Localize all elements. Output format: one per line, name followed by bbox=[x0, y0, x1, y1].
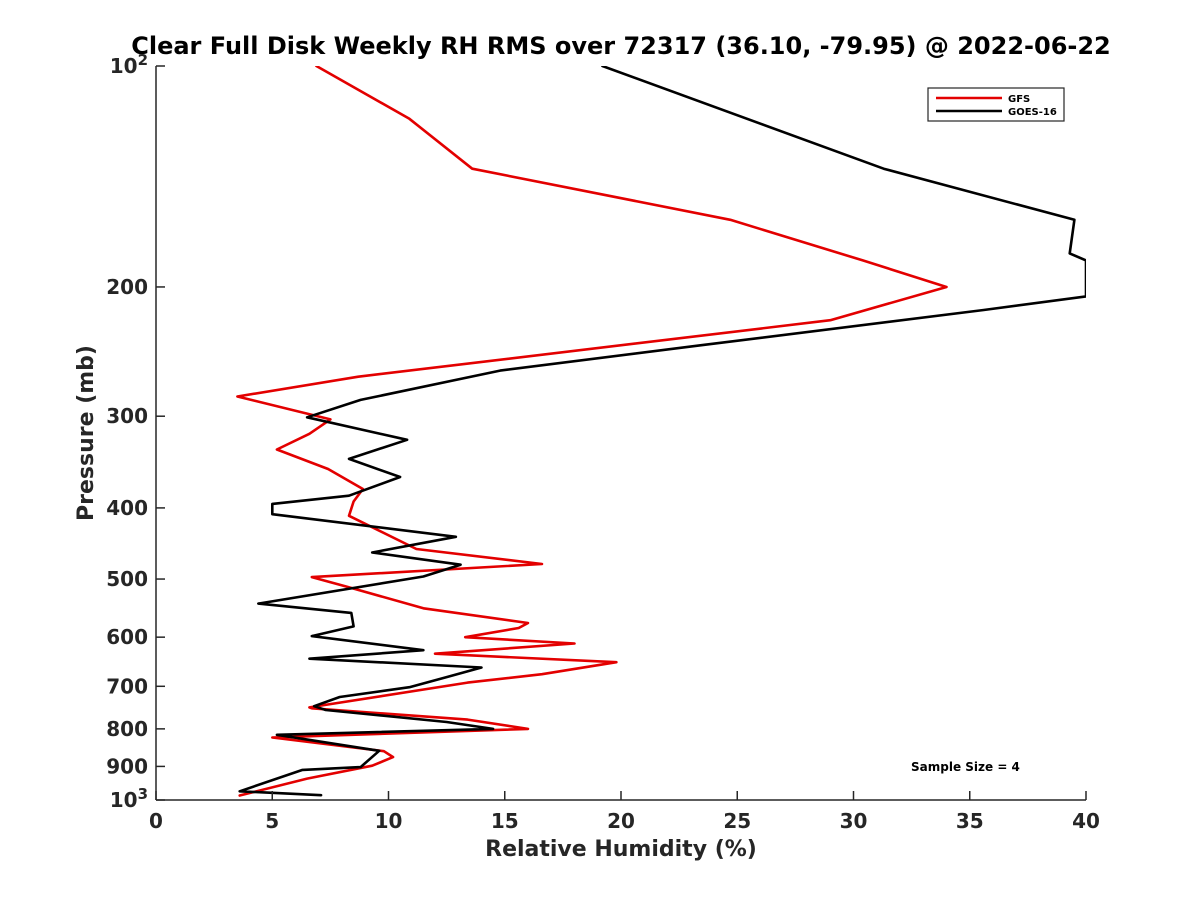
legend-label-gfs: GFS bbox=[1008, 94, 1030, 105]
x-tick-label: 35 bbox=[956, 809, 984, 833]
x-tick-label: 20 bbox=[607, 809, 635, 833]
x-axis-label: Relative Humidity (%) bbox=[485, 837, 757, 862]
y-axis-ticks: 102 200 300 400 500 600 700 800 900 103 bbox=[106, 51, 165, 812]
series-line-gfs bbox=[236, 66, 948, 797]
y-tick-label: 900 bbox=[106, 754, 148, 778]
y-tick-label: 400 bbox=[106, 496, 148, 520]
x-axis-ticks: 0 5 10 15 20 25 30 35 40 bbox=[149, 791, 1100, 833]
y-axis-label: Pressure (mb) bbox=[74, 345, 99, 521]
sample-size-annotation: Sample Size = 4 bbox=[911, 760, 1020, 774]
chart-title: Clear Full Disk Weekly RH RMS over 72317… bbox=[131, 32, 1111, 60]
y-tick-label: 103 bbox=[110, 785, 148, 812]
x-tick-label: 25 bbox=[723, 809, 751, 833]
x-tick-label: 0 bbox=[149, 809, 163, 833]
y-tick-label: 800 bbox=[106, 717, 148, 741]
x-tick-label: 5 bbox=[265, 809, 279, 833]
y-tick-label: 200 bbox=[106, 275, 148, 299]
legend-box bbox=[927, 87, 1065, 122]
y-tick-label: 600 bbox=[106, 625, 148, 649]
y-tick-label: 300 bbox=[106, 404, 148, 428]
series-line-goes-16 bbox=[238, 66, 1086, 797]
x-tick-label: 40 bbox=[1072, 809, 1100, 833]
series-lines bbox=[236, 66, 1086, 797]
y-tick-label: 700 bbox=[106, 674, 148, 698]
x-tick-label: 10 bbox=[375, 809, 403, 833]
legend: GFS GOES-16 bbox=[927, 87, 1065, 122]
x-tick-label: 30 bbox=[840, 809, 868, 833]
x-tick-label: 15 bbox=[491, 809, 519, 833]
plot-area bbox=[236, 66, 1086, 797]
y-tick-label: 500 bbox=[106, 567, 148, 591]
legend-label-goes-16: GOES-16 bbox=[1008, 107, 1057, 118]
y-tick-label: 102 bbox=[110, 51, 148, 78]
